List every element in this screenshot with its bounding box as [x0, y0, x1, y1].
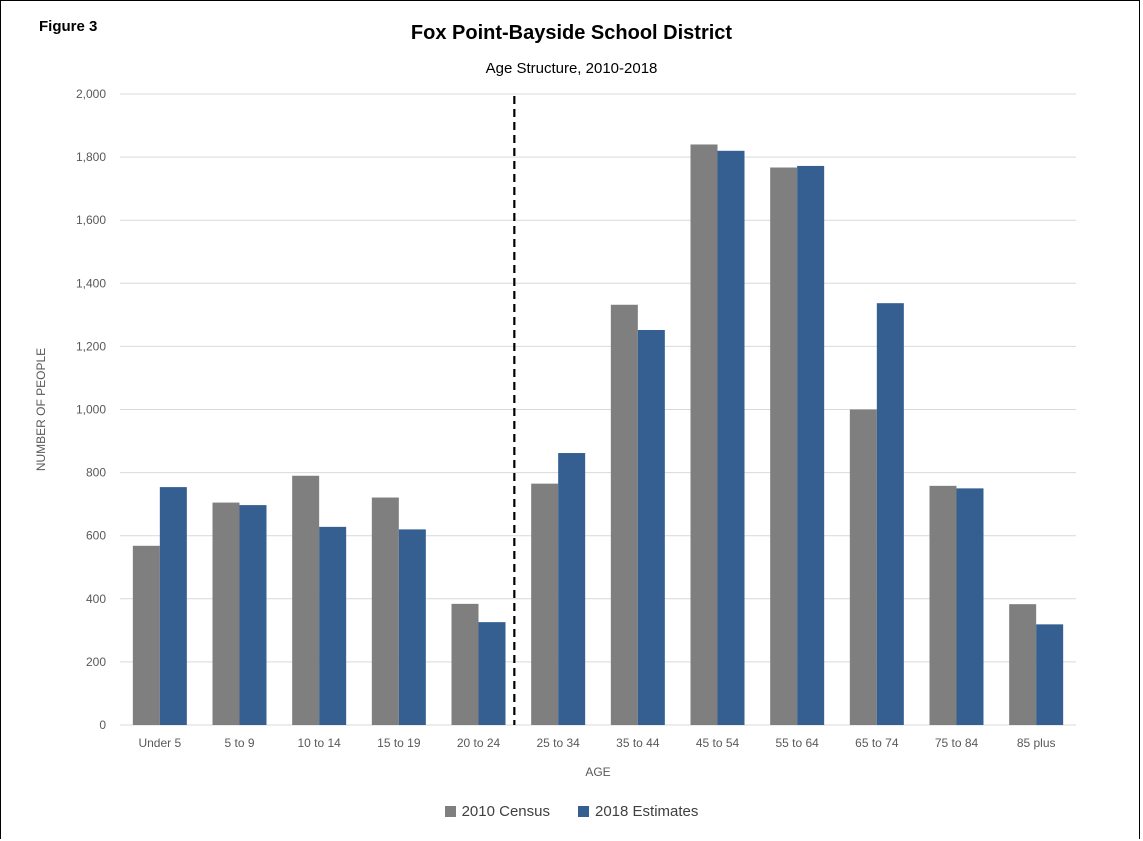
bar-2018-estimates — [1036, 624, 1064, 725]
gridlines — [120, 93, 1076, 726]
bar-2010-census — [371, 497, 399, 725]
x-tick-label: 25 to 34 — [536, 736, 580, 750]
legend-swatch-2010-census — [444, 806, 456, 817]
y-tick-label: 0 — [99, 718, 106, 732]
y-tick-label: 1,600 — [76, 213, 106, 227]
bar-2010-census — [212, 502, 240, 725]
y-axis-ticks: 0 200 400 600 800 1,000 1,200 1,400 1,600 1,800 2,… — [76, 87, 106, 732]
y-tick-label: 600 — [86, 529, 106, 543]
bar-2018-estimates — [797, 165, 825, 725]
bar-2018-estimates — [717, 150, 745, 726]
bar-2010-census — [531, 483, 559, 725]
x-tick-label: 15 to 19 — [377, 736, 421, 750]
bar-2018-estimates — [956, 488, 984, 725]
bars — [132, 144, 1064, 726]
x-tick-label: 55 to 64 — [775, 736, 819, 750]
y-tick-label: 1,800 — [76, 150, 106, 164]
y-tick-label: 200 — [86, 655, 106, 669]
y-tick-label: 400 — [86, 592, 106, 606]
x-axis-title: AGE — [585, 765, 610, 779]
bar-2018-estimates — [319, 526, 347, 725]
y-axis-title: NUMBER OF PEOPLE — [34, 348, 48, 471]
bar-2010-census — [1009, 604, 1037, 725]
bar-2010-census — [770, 167, 798, 726]
chart-title: Fox Point-Bayside School District — [410, 22, 733, 44]
bar-2010-census — [292, 475, 320, 725]
bar-2018-estimates — [478, 622, 506, 725]
legend-item-2010-census: 2010 Census — [444, 803, 550, 820]
y-tick-label: 1,400 — [76, 276, 106, 290]
bar-2018-estimates — [637, 329, 665, 725]
bar-2018-estimates — [558, 453, 586, 725]
y-tick-label: 1,000 — [76, 403, 106, 417]
bar-2010-census — [451, 603, 479, 725]
bar-2010-census — [849, 409, 877, 725]
x-tick-label: 65 to 74 — [855, 736, 899, 750]
bar-2010-census — [132, 545, 160, 725]
x-tick-label: 85 plus — [1017, 736, 1056, 750]
bar-2018-estimates — [398, 529, 426, 725]
y-tick-label: 1,200 — [76, 339, 106, 353]
bar-2018-estimates — [239, 505, 267, 725]
bar-2010-census — [690, 144, 718, 726]
y-tick-label: 800 — [86, 466, 106, 480]
x-tick-label: 20 to 24 — [457, 736, 501, 750]
x-tick-label: 45 to 54 — [696, 736, 740, 750]
figure-label: Figure 3 — [39, 18, 98, 35]
y-tick-label: 2,000 — [76, 87, 106, 101]
bar-2018-estimates — [159, 487, 187, 725]
x-tick-label: 75 to 84 — [935, 736, 979, 750]
bar-2010-census — [610, 304, 638, 725]
x-tick-label: 5 to 9 — [224, 736, 254, 750]
bar-2018-estimates — [876, 303, 904, 725]
x-axis-ticks: Under 5 5 to 9 10 to 14 15 to 19 20 to 24 25 … — [138, 736, 1055, 750]
bar-2010-census — [929, 485, 957, 725]
x-tick-label: 35 to 44 — [616, 736, 660, 750]
x-tick-label: 10 to 14 — [297, 736, 341, 750]
x-tick-label: Under 5 — [138, 736, 181, 750]
legend-label-2010-census: 2010 Census — [461, 803, 550, 820]
legend: 2010 Census 2018 Estimates — [0, 803, 1143, 820]
chart-subtitle: Age Structure, 2010-2018 — [485, 60, 658, 77]
legend-swatch-2018-estimates — [578, 806, 589, 817]
legend-item-2018-estimates: 2018 Estimates — [578, 803, 698, 820]
legend-label-2018-estimates: 2018 Estimates — [595, 803, 699, 820]
